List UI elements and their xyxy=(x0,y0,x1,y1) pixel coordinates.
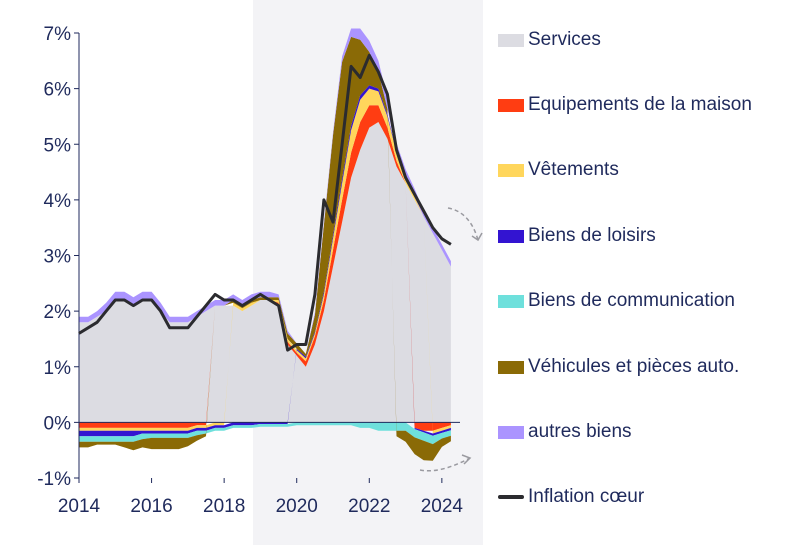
area-services xyxy=(79,122,451,423)
y-tick-label: 3% xyxy=(44,247,72,268)
legend-item-communication: Biens de communication xyxy=(498,289,735,313)
arrow-down-dashed xyxy=(419,457,471,472)
y-tick-label: 5% xyxy=(44,135,72,156)
y-tick-label: 6% xyxy=(44,80,72,101)
legend-swatch xyxy=(498,425,524,439)
legend-label: Equipements de la maison xyxy=(528,94,752,115)
x-tick-label: 2014 xyxy=(58,496,101,517)
y-tick-label: 2% xyxy=(44,302,72,323)
y-tick-label: -1% xyxy=(37,469,71,490)
area-biens-de-communication xyxy=(79,422,451,445)
y-tick-label: 1% xyxy=(44,358,72,379)
legend-label: Services xyxy=(528,29,601,50)
legend-label: Vêtements xyxy=(528,159,619,180)
arrow-down-head xyxy=(461,454,472,465)
stacked-areas xyxy=(79,28,451,461)
y-tick-label: 4% xyxy=(44,191,72,212)
legend-item-equipements: Equipements de la maison xyxy=(498,93,752,117)
x-tick-label: 2024 xyxy=(421,496,464,517)
legend-swatch xyxy=(498,229,524,243)
legend-label: Inflation cœur xyxy=(528,486,645,507)
legend-item-autres: autres biens xyxy=(498,420,632,444)
tick-labels: -1% 0% 1% 2% 3% 4% 5% 6% 7% 2014 2016 2018 2020 2022 2… xyxy=(37,24,463,517)
core-inflation-line-group xyxy=(78,53,452,352)
legend-item-loisirs: Biens de loisirs xyxy=(498,224,656,248)
x-tick-label: 2020 xyxy=(276,496,318,517)
legend-item-vetements: Vêtements xyxy=(498,158,619,182)
legend-swatch xyxy=(498,495,524,499)
core-inflation-line xyxy=(78,53,452,352)
legend-swatch xyxy=(498,294,524,308)
legend-label: Biens de loisirs xyxy=(528,225,656,246)
legend-swatch xyxy=(498,163,524,177)
legend-item-inflation: Inflation cœur xyxy=(498,485,644,509)
arrow-up-head xyxy=(471,232,483,242)
legend-label: Biens de communication xyxy=(528,290,735,311)
legend-item-services: Services xyxy=(498,28,601,52)
y-tick-label: 0% xyxy=(44,413,72,434)
legend-item-vehicules: Véhicules et pièces auto. xyxy=(498,355,739,379)
y-tick-label: 7% xyxy=(44,24,72,45)
legend-label: autres biens xyxy=(528,421,632,442)
x-tick-label: 2022 xyxy=(348,496,390,517)
arrow-up-dashed xyxy=(447,207,479,241)
x-tick-label: 2016 xyxy=(130,496,172,517)
projection-arrows xyxy=(419,207,483,472)
x-tick-label: 2018 xyxy=(203,496,245,517)
legend-label: Véhicules et pièces auto. xyxy=(528,356,740,377)
legend-swatch xyxy=(498,360,524,374)
legend-swatch xyxy=(498,98,524,112)
axes xyxy=(74,32,460,483)
legend-swatch xyxy=(498,33,524,47)
